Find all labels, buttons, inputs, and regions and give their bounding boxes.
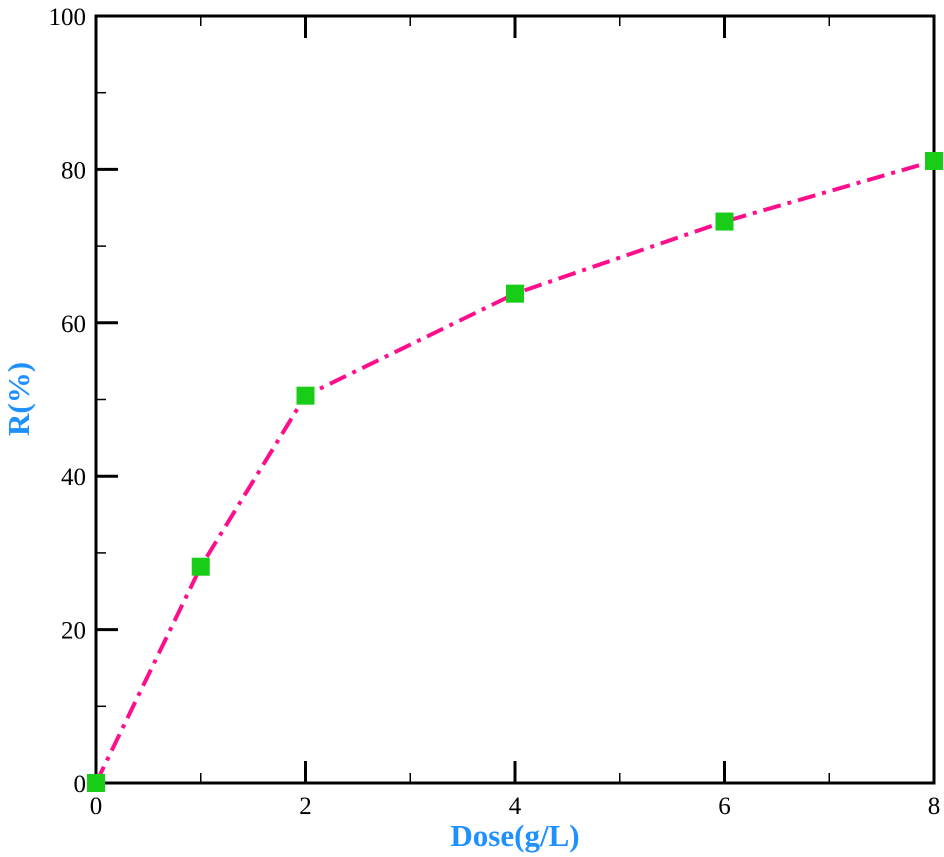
y-axis-title: R(%) — [1, 362, 36, 436]
data-point-marker — [925, 151, 943, 170]
series-line — [94, 159, 935, 784]
data-point-marker — [506, 284, 524, 303]
data-point-marker — [715, 212, 734, 231]
minor-ticks — [95, 15, 935, 784]
x-tick-label: 6 — [718, 793, 731, 820]
x-tick-label: 4 — [509, 793, 522, 820]
x-tick-label: 0 — [90, 793, 103, 820]
plot-frame — [94, 14, 936, 785]
y-tick-label: 100 — [49, 4, 87, 31]
y-tick-label: 20 — [61, 618, 86, 645]
data-markers — [87, 151, 943, 792]
x-tick-label: 8 — [928, 793, 941, 820]
y-tick-labels: 0 20 40 60 80 100 — [49, 4, 87, 798]
x-axis-title: Dose(g/L) — [450, 818, 579, 853]
x-tick-labels: 0 2 4 6 8 — [90, 793, 941, 820]
major-ticks — [94, 14, 936, 785]
data-point-marker — [191, 557, 210, 576]
y-tick-label: 0 — [74, 771, 87, 798]
y-tick-label: 40 — [61, 464, 86, 491]
x-tick-label: 2 — [299, 793, 312, 820]
y-tick-label: 80 — [61, 157, 86, 184]
data-point-marker — [87, 774, 105, 792]
data-point-marker — [296, 386, 315, 405]
y-tick-label: 60 — [61, 311, 86, 338]
